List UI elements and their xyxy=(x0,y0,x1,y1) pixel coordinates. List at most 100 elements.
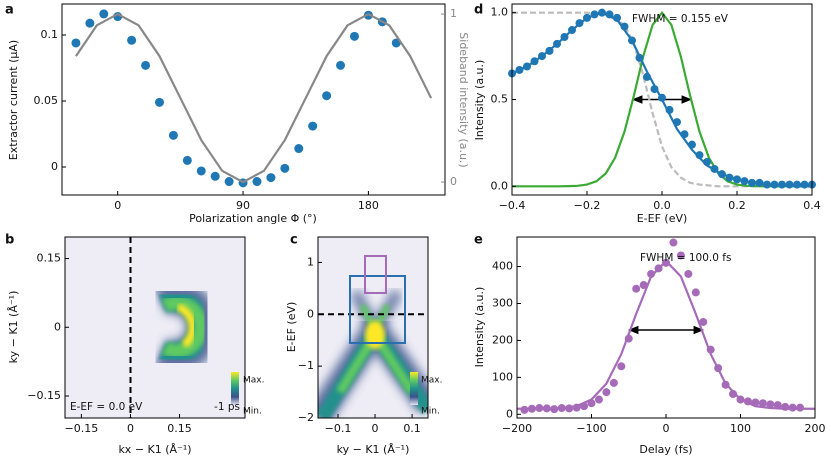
axes-frame xyxy=(61,3,446,196)
x-tick-label: 200 xyxy=(805,422,826,435)
data-point xyxy=(639,281,648,290)
colorbar-label: Max. xyxy=(421,376,442,386)
x-tick-label: 0.0 xyxy=(653,199,671,212)
y-axis-label: E-EF (eV) xyxy=(285,302,298,353)
annotation: E-EF = 0.0 eV xyxy=(70,401,143,413)
data-point xyxy=(594,395,603,404)
x-tick-label: 90 xyxy=(236,199,250,212)
heatmap-b xyxy=(65,237,245,418)
colorbar-label: Max. xyxy=(243,376,264,386)
data-point xyxy=(266,173,276,183)
y2-tick-label: 1 xyxy=(450,7,457,20)
y-tick-label: 0 xyxy=(51,160,58,173)
data-point xyxy=(669,238,678,247)
x-tick-label: 0.1 xyxy=(403,422,421,435)
heatmap-c xyxy=(318,237,428,418)
x-tick-label: −0.2 xyxy=(574,199,601,212)
x-tick-label: −0.1 xyxy=(325,422,352,435)
axes-frame xyxy=(317,236,429,419)
y-axis-label: Extractor current (μA) xyxy=(7,40,20,160)
data-point xyxy=(602,388,611,397)
y-tick-label: 0 xyxy=(54,320,61,333)
x-tick-label: 0 xyxy=(114,199,121,212)
y-tick-label: 0.15 xyxy=(37,252,62,265)
data-point xyxy=(773,401,782,410)
data-point xyxy=(788,403,797,412)
data-point xyxy=(609,378,618,387)
x-axis-label: Delay (fs) xyxy=(639,443,692,456)
x-axis-label: E-EF (eV) xyxy=(637,212,688,225)
x-tick-label: 0.4 xyxy=(803,199,821,212)
data-point xyxy=(154,97,164,107)
panel-label: c xyxy=(290,233,298,248)
y-tick-label: 200 xyxy=(492,333,513,346)
data-point xyxy=(520,405,529,414)
x-tick-label: 0 xyxy=(372,422,379,435)
y2-tick-label: 0 xyxy=(450,175,457,188)
data-point xyxy=(71,38,81,48)
panel-label: b xyxy=(5,233,14,248)
data-point xyxy=(684,269,693,278)
y-tick-label: 1.0 xyxy=(491,6,509,19)
annotation: FWHM = 0.155 eV xyxy=(632,13,729,25)
data-line xyxy=(75,12,433,184)
data-point xyxy=(758,399,767,408)
colorbar-label: Min. xyxy=(243,407,262,417)
y-axis-label: ky − K1 (Å⁻¹) xyxy=(7,291,20,364)
data-point xyxy=(617,362,626,371)
x-tick-label: −0.15 xyxy=(65,422,99,435)
data-point xyxy=(308,121,318,131)
y-tick-label: 1 xyxy=(307,255,314,268)
data-point xyxy=(796,403,805,412)
data-point xyxy=(127,35,137,45)
data-point xyxy=(349,31,359,41)
data-point xyxy=(210,171,220,181)
data-point xyxy=(182,155,192,165)
data-point xyxy=(141,60,151,70)
y-tick-label: −2 xyxy=(298,411,314,424)
data-point xyxy=(224,177,234,187)
x-tick-label: −0.4 xyxy=(499,199,526,212)
y-axis-label: Intensity (a.u.) xyxy=(473,287,486,368)
y-tick-label: 0.05 xyxy=(34,94,59,107)
y-tick-label: 0.5 xyxy=(491,93,509,106)
data-line xyxy=(512,11,812,188)
y-tick-label: 0 xyxy=(506,407,513,420)
annotation: FWHM = 100.0 fs xyxy=(640,252,731,264)
data-point xyxy=(699,317,708,326)
x-tick-label: −200 xyxy=(502,422,532,435)
data-point xyxy=(196,166,206,176)
y-tick-label: 100 xyxy=(492,370,513,383)
data-point xyxy=(336,60,346,70)
panel-label: d xyxy=(474,3,483,18)
y-tick-label: 400 xyxy=(492,260,513,273)
y-axis-label: Intensity (a.u.) xyxy=(473,60,486,141)
x-axis-label: Polarization angle Φ (°) xyxy=(189,212,317,225)
data-point xyxy=(766,400,775,409)
y-tick-label: 0.1 xyxy=(41,28,59,41)
y-tick-label: −0.15 xyxy=(27,389,61,402)
panel-label: e xyxy=(474,233,483,248)
y2-axis-label: Sideband intensity (a.u.) xyxy=(457,32,470,167)
x-tick-label: 0 xyxy=(663,422,670,435)
data-point xyxy=(785,180,794,189)
x-tick-label: 100 xyxy=(730,422,751,435)
data-line xyxy=(517,259,815,410)
x-tick-label: 0 xyxy=(127,422,134,435)
data-point xyxy=(691,288,700,297)
x-tick-label: 180 xyxy=(358,199,379,212)
data-point xyxy=(662,258,670,267)
data-point xyxy=(85,18,95,28)
panel-label: a xyxy=(5,3,14,18)
colorbar-label: Min. xyxy=(421,407,440,417)
y-tick-label: 0.0 xyxy=(491,179,509,192)
x-axis-label: ky − K1 (Å⁻¹) xyxy=(337,443,410,456)
data-point xyxy=(322,91,332,101)
data-point xyxy=(280,163,290,173)
data-point xyxy=(294,144,304,154)
y-tick-label: 300 xyxy=(492,296,513,309)
data-point xyxy=(729,389,738,398)
data-line xyxy=(512,10,812,188)
y-tick-label: 0 xyxy=(307,307,314,320)
